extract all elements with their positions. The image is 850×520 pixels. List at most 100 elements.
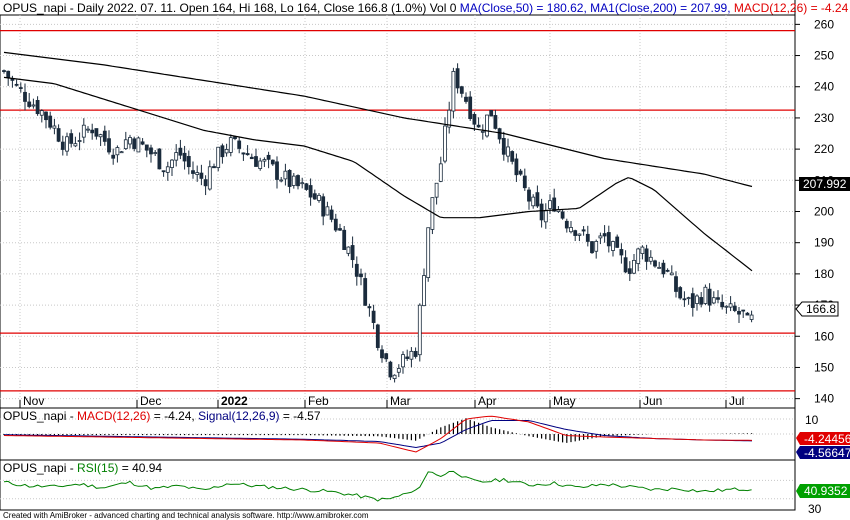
candle-body <box>716 297 720 300</box>
candle-body <box>254 156 258 167</box>
candle-body <box>527 189 531 202</box>
price-ytick-label: 150 <box>814 360 834 374</box>
candle-body <box>674 276 678 292</box>
candle-body <box>18 87 23 89</box>
candle-body <box>690 293 695 308</box>
x-axis-label: Jun <box>643 394 662 408</box>
candle-body <box>329 209 334 220</box>
candle-body <box>665 269 670 272</box>
x-axis-label: Nov <box>23 394 44 408</box>
candle-body <box>174 152 179 161</box>
candle-body <box>237 140 242 149</box>
candle-body <box>426 227 431 278</box>
candle-body <box>476 124 481 128</box>
candle-body <box>451 71 456 112</box>
candle-body <box>585 233 590 242</box>
candle-body <box>396 368 401 373</box>
candle-body <box>317 194 321 201</box>
candle-body <box>438 163 443 182</box>
candle-body <box>695 295 699 304</box>
candle-body <box>266 154 271 160</box>
rsi-value-tag: 40.9352 <box>796 484 850 498</box>
rsi-panel-title: OPUS_napi - RSI(15) = 40.94 <box>3 461 162 475</box>
x-axis-label: Mar <box>390 394 411 408</box>
candle-body <box>153 152 158 154</box>
price-ytick-label: 160 <box>814 329 834 343</box>
candle-body <box>564 220 569 229</box>
candle-body <box>606 232 611 247</box>
candle-body <box>216 146 221 168</box>
candle-body <box>359 273 363 278</box>
close-value-tag: 166.8 <box>795 301 839 317</box>
candle-body <box>39 110 44 116</box>
macd-value-tag: -4.24456 <box>796 432 850 446</box>
candle-body <box>312 193 317 200</box>
candle-body <box>640 246 645 254</box>
candle-body <box>262 159 267 162</box>
price-ytick-label: 260 <box>814 17 834 31</box>
candle-body <box>518 170 523 175</box>
x-axis-label: Dec <box>140 394 161 408</box>
candle-body <box>170 159 174 168</box>
candle-body <box>548 200 552 209</box>
support-resistance-lines <box>0 29 795 392</box>
candle-body <box>191 170 195 174</box>
candle-body <box>73 143 78 147</box>
candle-body <box>623 257 628 273</box>
price-ytick-label: 240 <box>814 80 834 94</box>
candle-body <box>233 136 237 140</box>
candle-body <box>732 305 737 311</box>
x-axis-label: Jul <box>729 394 744 408</box>
candle-body <box>31 104 36 107</box>
macd-title-value: = -4.24, <box>150 409 198 423</box>
signal-value-tag: -4.56647 <box>796 446 850 460</box>
candle-body <box>241 152 246 155</box>
ma50-line <box>3 76 753 272</box>
candle-body <box>2 70 6 72</box>
rsi-grid <box>0 479 795 500</box>
candle-body <box>648 256 653 262</box>
candle-body <box>489 109 494 117</box>
rsi-ytick-30: 30 <box>808 502 822 516</box>
macd-title-prefix: OPUS_napi - <box>3 409 77 423</box>
candle-body <box>165 166 170 173</box>
candle-body <box>136 137 141 153</box>
candle-body <box>86 128 90 131</box>
candle-body <box>27 101 32 107</box>
candle-body <box>94 128 99 137</box>
candle-body <box>514 158 519 176</box>
candle-body <box>77 140 82 142</box>
candle-body <box>304 183 309 190</box>
candle-body <box>682 298 687 301</box>
ma200-value-tag: 207.992 <box>799 177 850 191</box>
candle-body <box>81 124 86 138</box>
macd-line <box>3 415 753 453</box>
candle-body <box>501 138 506 155</box>
candle-body <box>342 229 347 250</box>
candle-body <box>720 301 725 308</box>
candle-body <box>409 350 414 360</box>
candle-body <box>23 91 27 102</box>
rsi-tag-text: 40.9352 <box>804 484 848 498</box>
candle-body <box>275 161 279 180</box>
candle-body <box>258 160 263 169</box>
candle-body <box>653 260 657 267</box>
candle-body <box>669 272 674 276</box>
macd-histogram <box>3 418 753 443</box>
candle-body <box>531 196 536 207</box>
signal-title-value: = -4.57 <box>280 409 321 423</box>
candle-body <box>6 70 11 79</box>
candle-body <box>636 248 641 264</box>
price-grid <box>0 15 795 408</box>
candle-body <box>699 297 704 305</box>
candle-body <box>119 151 124 154</box>
candle-body <box>380 349 384 359</box>
candle-body <box>711 297 716 304</box>
macd-title-label: MACD(12,26) <box>77 409 150 423</box>
rsi-title-label: RSI(15) <box>77 461 118 475</box>
candle-body <box>615 236 620 248</box>
candle-body <box>375 324 380 348</box>
candle-body <box>602 233 607 237</box>
